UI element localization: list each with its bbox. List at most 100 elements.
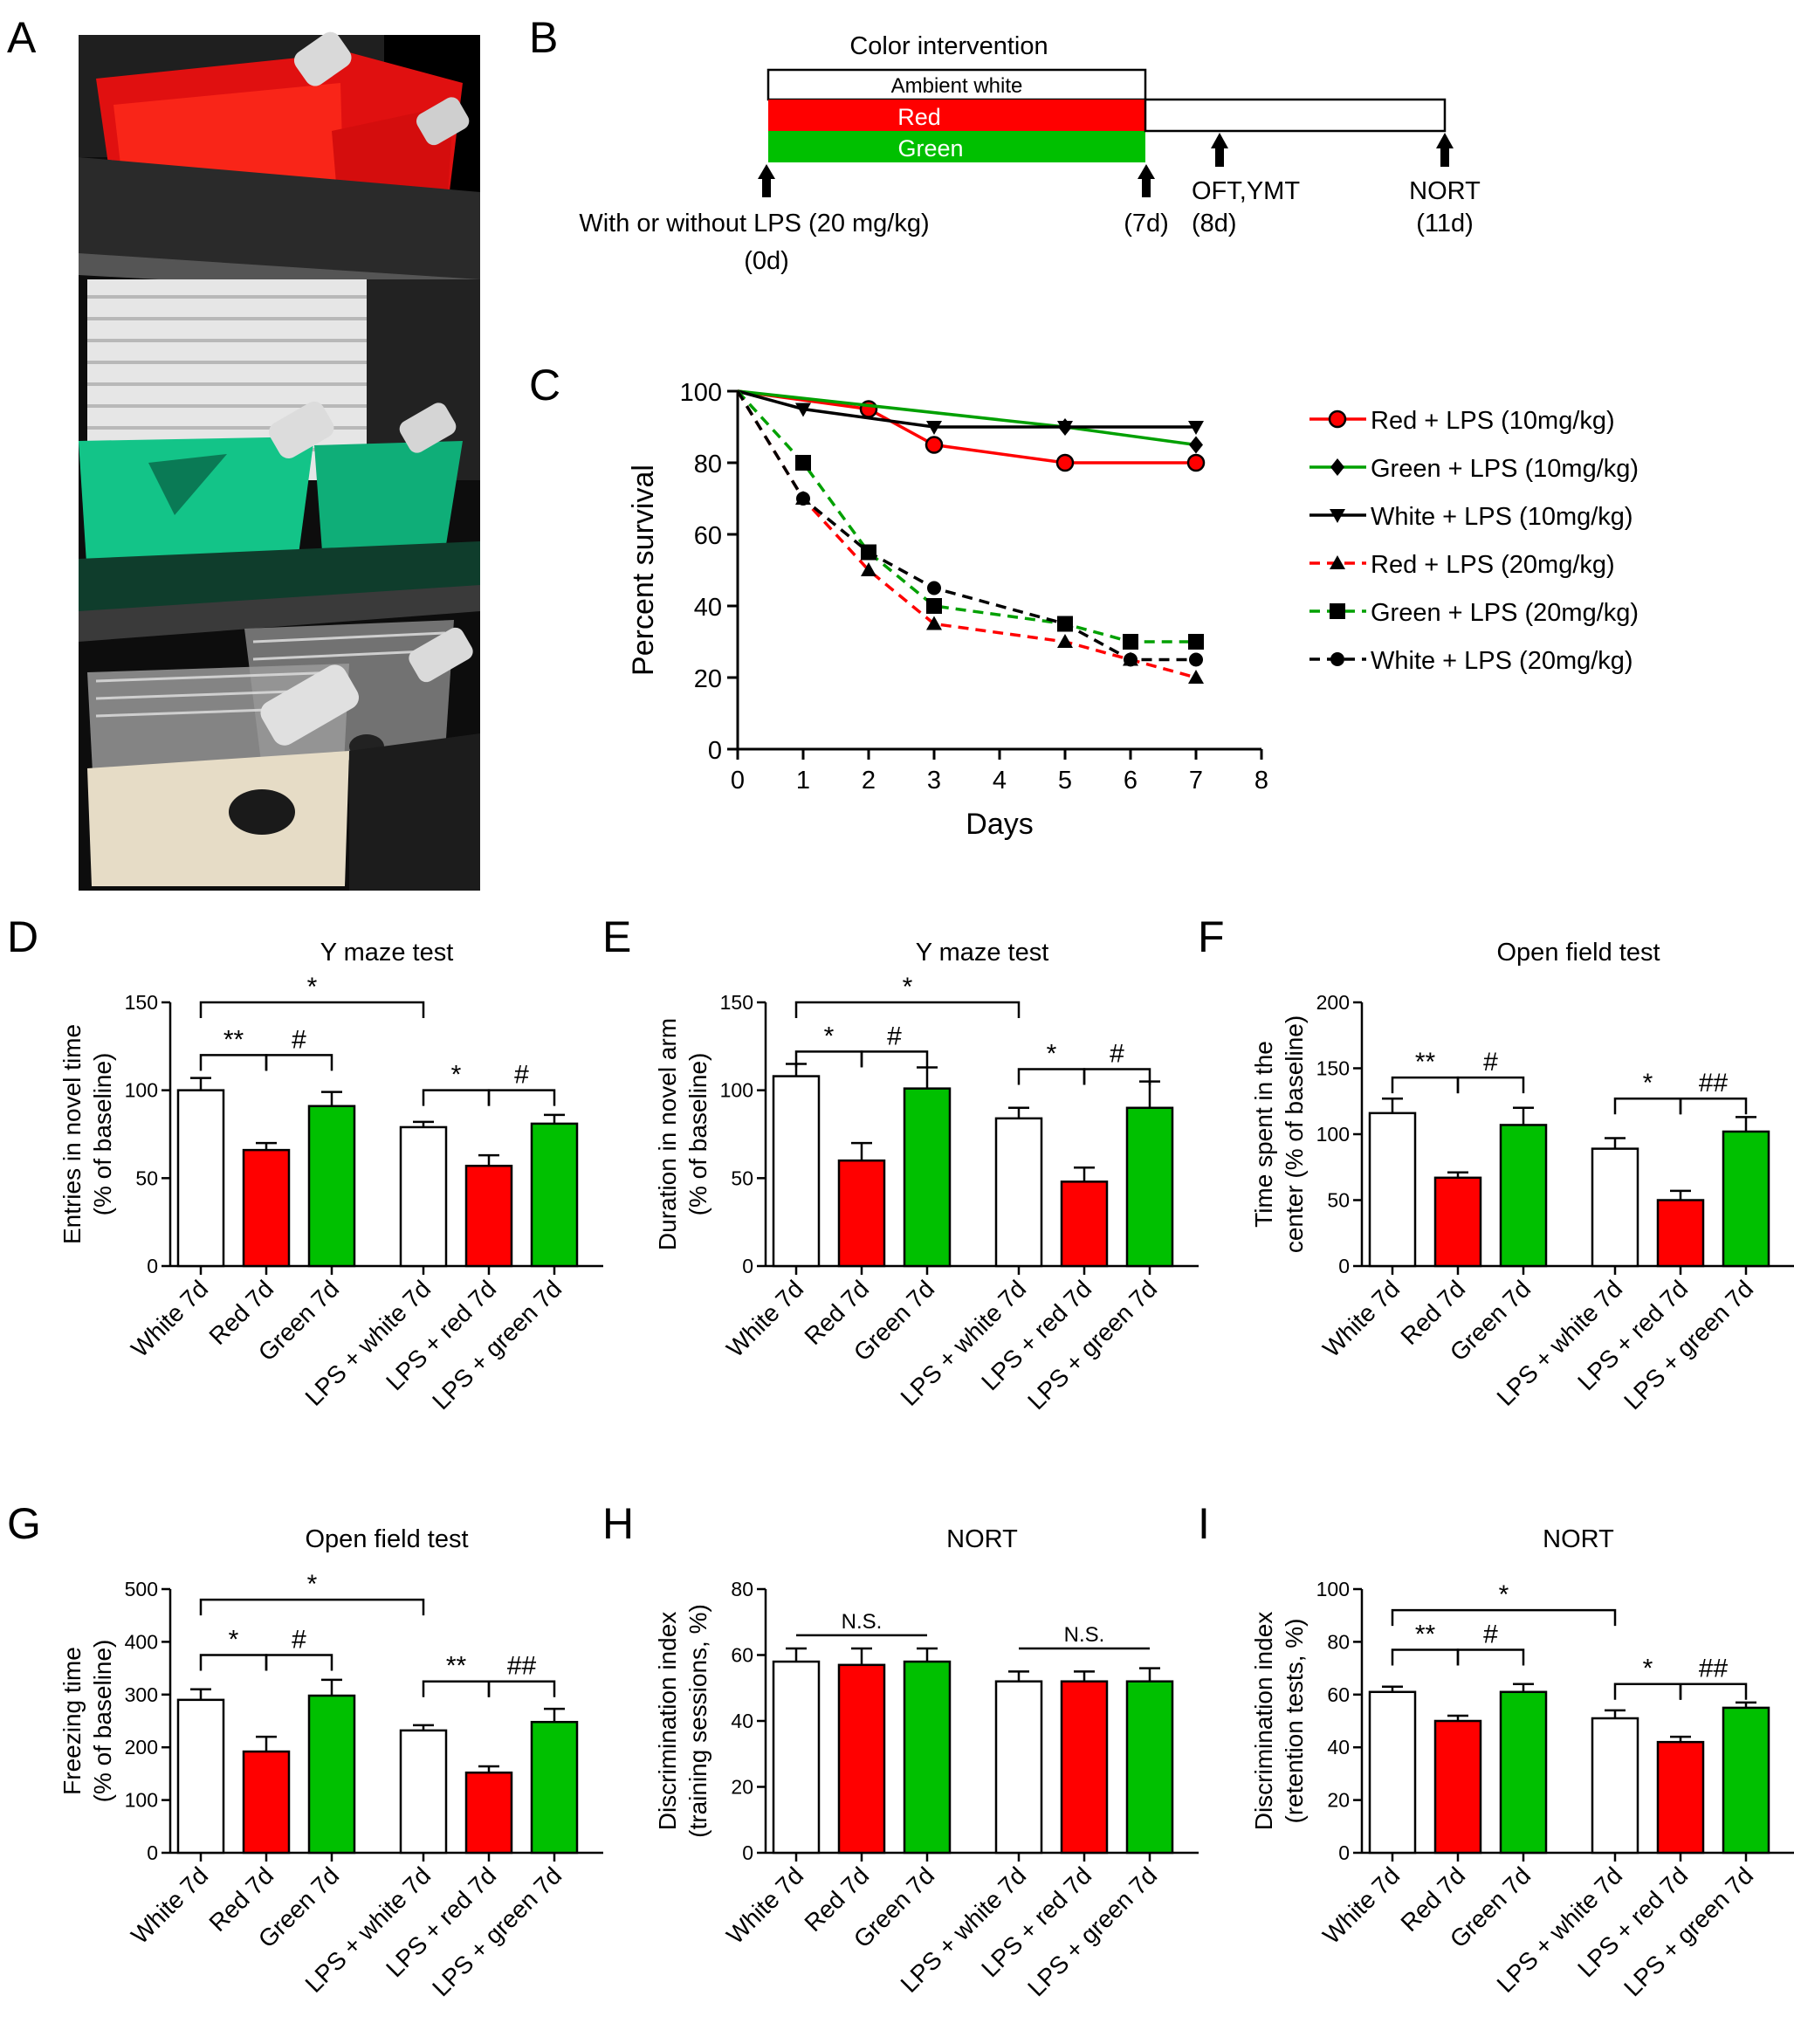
- significance-label: #: [292, 1626, 306, 1655]
- arrow-day-0: (0d): [744, 247, 789, 275]
- significance-label: *: [1643, 1069, 1653, 1098]
- y-tick-label: 20: [1327, 1789, 1350, 1812]
- arrow-day-8: (8d): [1192, 210, 1237, 237]
- significance-label: N.S.: [842, 1610, 883, 1634]
- ambient-white-label: Ambient white: [891, 74, 1023, 98]
- y-tick-label: 80: [1327, 1630, 1350, 1653]
- point-marker: [927, 581, 941, 595]
- y-tick-label: 0: [147, 1255, 158, 1277]
- significance-bracket: [199, 1598, 425, 1616]
- legend-label: Red + LPS (20mg/kg): [1371, 551, 1615, 579]
- bar: [464, 1771, 513, 1855]
- y-tick-label: 40: [1327, 1736, 1350, 1758]
- y-tick-label: 50: [731, 1167, 753, 1189]
- x-tick-label: 7: [1189, 767, 1203, 795]
- chart-title: Y maze test: [320, 939, 454, 967]
- significance-bracket: [265, 1054, 333, 1071]
- legend-label: Red + LPS (10mg/kg): [1371, 407, 1615, 435]
- arrow-day-11: (11d): [1416, 210, 1474, 237]
- bar: [1722, 1706, 1770, 1855]
- bar: [1125, 1106, 1174, 1268]
- red-bar-label: Red: [897, 104, 941, 130]
- panel-letter-d: D: [7, 912, 38, 961]
- significance-label: *: [451, 1061, 462, 1090]
- legend-label: White + LPS (20mg/kg): [1371, 647, 1633, 675]
- bar: [242, 1148, 291, 1268]
- timeline-panel: Color intervention Ambient white Red Gre…: [579, 32, 1481, 275]
- y-tick-label: 60: [731, 1644, 753, 1667]
- point-marker: [1124, 652, 1138, 667]
- y-tick-label: 500: [125, 1578, 158, 1600]
- y-axis-label: Discrimination index: [1250, 1612, 1277, 1831]
- bar: [1499, 1124, 1548, 1268]
- point-marker: [862, 545, 876, 560]
- significance-bracket: [1613, 1097, 1682, 1115]
- y-axis-label: Freezing time: [58, 1647, 86, 1795]
- y-tick-label: 0: [147, 1841, 158, 1864]
- point-marker: [1188, 634, 1204, 650]
- significance-label: ##: [1699, 1069, 1729, 1098]
- chart-title: Open field test: [306, 1525, 469, 1553]
- significance-label: *: [1499, 1580, 1509, 1609]
- y-axis-label: (% of baseline): [684, 1053, 711, 1216]
- significance-label: #: [1110, 1040, 1124, 1069]
- significance-label: **: [1415, 1620, 1436, 1648]
- bar: [1125, 1680, 1174, 1855]
- bar: [903, 1660, 952, 1855]
- y-axis-label: (training sessions, %): [684, 1604, 711, 1838]
- series-5: Green + LPS (20mg/kg): [736, 389, 1639, 650]
- significance-label: *: [307, 1570, 318, 1599]
- bar: [772, 1075, 821, 1268]
- bar: [176, 1698, 225, 1855]
- y-tick-label: 100: [125, 1789, 158, 1812]
- significance-label: #: [887, 1022, 902, 1050]
- point-marker: [1058, 616, 1072, 631]
- significance-bracket: [1679, 1097, 1748, 1115]
- y-tick-label: 50: [135, 1167, 158, 1189]
- bar: [399, 1125, 448, 1268]
- y-tick-label: 100: [125, 1079, 158, 1102]
- y-tick-label: 150: [1316, 1057, 1350, 1080]
- y-tick-label: 100: [1316, 1123, 1350, 1146]
- chart-title: Y maze test: [916, 939, 1049, 967]
- point-marker: [861, 562, 876, 576]
- bar: [307, 1694, 356, 1855]
- point-marker: [926, 421, 942, 435]
- bar: [530, 1720, 579, 1855]
- significance-label: #: [1483, 1620, 1498, 1648]
- x-category-label: White 7d: [721, 1862, 808, 1949]
- y-tick-label: 60: [1327, 1683, 1350, 1706]
- point-marker: [1186, 453, 1206, 472]
- red-bar: [768, 100, 1145, 131]
- y-tick-label: 0: [1338, 1255, 1350, 1277]
- series-line: [736, 390, 1196, 662]
- x-category-label: White 7d: [126, 1275, 213, 1362]
- legend-label: White + LPS (10mg/kg): [1371, 503, 1633, 531]
- post-intervention-bar: [1144, 98, 1447, 133]
- significance-bracket: [1456, 1076, 1525, 1094]
- significance-bracket: [199, 1001, 425, 1018]
- open-field-center-chart: 0 50 100 150 200 Open field test Time spent in…: [1250, 939, 1794, 1414]
- bar: [994, 1680, 1043, 1855]
- open-field-freezing-chart: 0 100 200 300 400 500 Open field test Freezing …: [58, 1525, 603, 2001]
- point-marker: [1188, 670, 1204, 684]
- significance-label: #: [1483, 1048, 1498, 1077]
- significance-bracket: [1391, 1648, 1460, 1666]
- bar: [837, 1159, 886, 1268]
- series-line: [737, 389, 1197, 447]
- bar: [307, 1105, 356, 1268]
- y-tick-label: 60: [694, 522, 722, 550]
- timeline-title: Color intervention: [849, 32, 1048, 60]
- panel-letter-b: B: [529, 13, 558, 62]
- significance-label: #: [292, 1025, 306, 1054]
- y-axis-label: Discrimination index: [654, 1612, 681, 1831]
- series-2: Green + LPS (10mg/kg): [737, 389, 1639, 483]
- bar: [1368, 1690, 1417, 1855]
- significance-label: **: [446, 1652, 467, 1681]
- significance-bracket: [794, 1001, 1021, 1018]
- significance-label: #: [514, 1061, 529, 1090]
- green-bar-label: Green: [897, 135, 963, 162]
- y-tick-label: 300: [125, 1683, 158, 1706]
- panel-letter-e: E: [602, 912, 631, 961]
- bar: [464, 1164, 513, 1268]
